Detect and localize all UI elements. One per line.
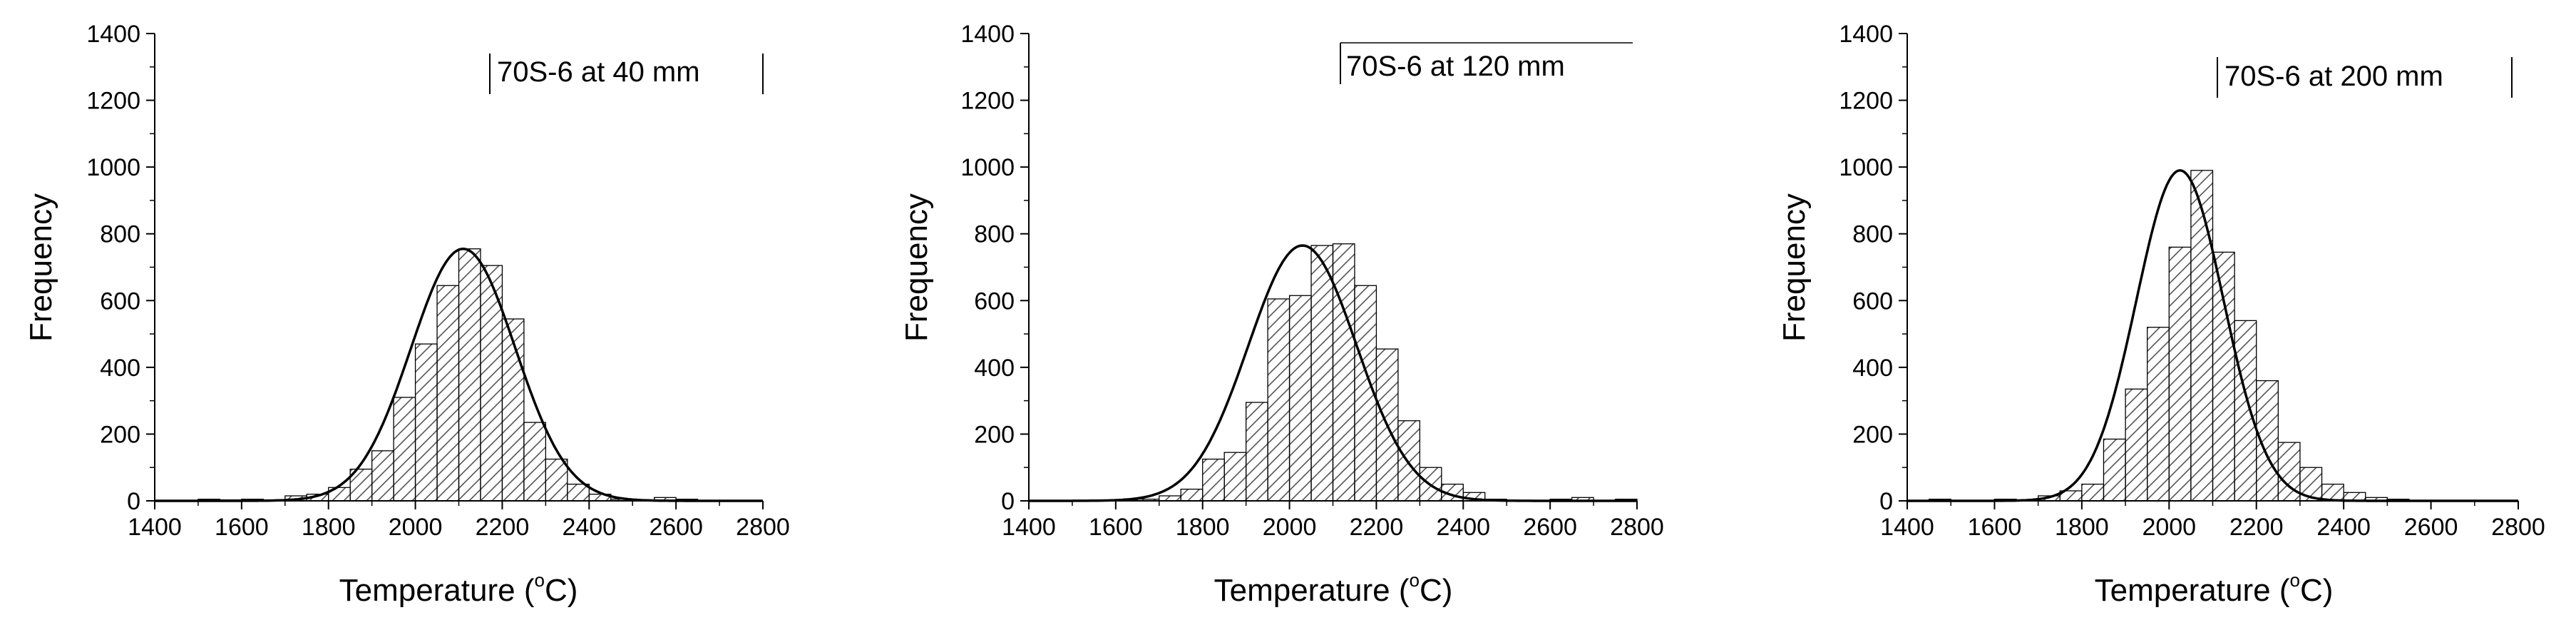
y-tick-label: 1000 [960,154,1015,181]
y-tick-label: 200 [974,421,1015,448]
histogram-bar [2168,246,2192,502]
histogram-bar [1310,245,1334,502]
y-tick-label: 600 [974,288,1015,315]
histogram-bar [436,285,460,502]
x-axis-title: Temperature (oC) [1214,569,1453,608]
x-tick-label: 2600 [649,514,703,541]
histogram-bar [393,397,416,502]
y-axis-title: Frequency [1777,193,1812,342]
y-tick-label: 800 [1852,221,1893,248]
y-tick-label: 600 [100,288,140,315]
y-tick-label: 1000 [1839,154,1893,181]
chart-panel-40mm: 0 200 400 600 800 1000 1200 1400 1400 1600 1800 200… [24,21,790,608]
x-tick-label: 1600 [1968,514,2022,541]
x-tick-label: 2000 [2142,514,2196,541]
x-tick-label: 1400 [128,514,182,541]
x-tick-label: 2200 [1350,514,1404,541]
x-tick-label: 1400 [1002,514,1056,541]
y-tick-label: 800 [974,221,1015,248]
x-tick-label: 1800 [1176,514,1230,541]
y-axis-title: Frequency [24,193,58,342]
histogram-bar [2081,483,2105,502]
x-tick-label: 2600 [2404,514,2458,541]
histogram-bar [1288,295,1312,502]
x-tick-label: 1600 [215,514,269,541]
histogram-bar [501,318,525,502]
histogram-bar [1332,243,1355,502]
y-tick-label: 600 [1852,288,1893,315]
x-axis-title: Temperature (oC) [2095,569,2334,608]
histogram-bar [2234,320,2257,502]
histogram-bar [1223,452,1247,502]
x-tick-label: 2400 [1436,514,1490,541]
histogram-bar [1245,402,1268,502]
x-tick-label: 2800 [736,514,790,541]
x-tick-label: 1800 [2055,514,2109,541]
y-tick-label: 1400 [960,21,1015,48]
y-tick-label: 1000 [86,154,140,181]
x-tick-label: 2600 [1523,514,1577,541]
histogram-bar [523,422,547,502]
chart-panel-200mm: 0 200 400 600 800 1000 1200 1400 1400 1600 1800 200… [1777,21,2545,608]
x-tick-label: 2400 [2316,514,2371,541]
x-tick-label: 1800 [302,514,356,541]
histogram-bar [414,343,438,502]
x-tick-label: 1400 [1880,514,1934,541]
histogram-bars [197,248,699,502]
histogram-bars [1928,170,2410,502]
y-tick-label: 1400 [86,21,140,48]
histogram-bar [1159,495,1181,502]
x-tick-label: 2000 [389,514,443,541]
y-tick-label: 0 [1001,488,1015,515]
histogram-bar [1180,488,1204,502]
legend-label: 70S-6 at 40 mm [497,56,700,88]
x-tick-label: 2400 [562,514,616,541]
x-tick-label: 2800 [1610,514,1664,541]
histogram-bar [1267,298,1290,502]
y-tick-label: 0 [127,488,140,515]
y-tick-label: 1200 [960,88,1015,115]
y-tick-label: 200 [100,421,140,448]
histogram-bar [2212,251,2235,502]
x-axis-title: Temperature (oC) [339,569,578,608]
histogram-bar [2103,438,2126,502]
histogram-bar [1397,420,1421,502]
histogram-bar [371,450,394,502]
y-axis-title: Frequency [899,193,934,342]
x-tick-label: 1600 [1089,514,1143,541]
legend: 70S-6 at 120 mm [1340,42,1633,84]
histogram-bar [1202,458,1225,502]
histogram-bar [545,458,568,502]
y-tick-label: 1200 [1839,88,1893,115]
y-tick-label: 0 [1879,488,1893,515]
histogram-bar [2190,170,2214,502]
axes: 0 200 400 600 800 1000 1200 1400 1400 1600 1800 200… [86,21,789,541]
axes: 0 200 400 600 800 1000 1200 1400 1400 1600 1800 200… [960,21,1663,541]
histogram-bar [458,248,481,502]
y-tick-label: 400 [974,355,1015,382]
histogram-bar [2125,388,2148,502]
y-tick-label: 1200 [86,88,140,115]
y-tick-label: 200 [1852,421,1893,448]
axes: 0 200 400 600 800 1000 1200 1400 1400 1600 1800 200… [1839,21,2545,541]
y-tick-label: 800 [100,221,140,248]
chart-panel-120mm: 0 200 400 600 800 1000 1200 1400 1400 1600 1800 200… [899,21,1664,608]
y-tick-label: 400 [1852,355,1893,382]
x-tick-label: 2200 [476,514,530,541]
x-tick-label: 2200 [2229,514,2284,541]
histogram-bar [567,483,590,502]
legend: 70S-6 at 40 mm [489,54,764,94]
legend-label: 70S-6 at 200 mm [2225,61,2443,92]
x-tick-label: 2800 [2491,514,2545,541]
histogram-bars [1115,243,1638,502]
x-tick-label: 2000 [1263,514,1317,541]
y-tick-label: 400 [100,355,140,382]
y-tick-label: 1400 [1839,21,1893,48]
legend: 70S-6 at 200 mm [2217,57,2513,98]
histogram-bar [2147,327,2170,502]
legend-label: 70S-6 at 120 mm [1346,51,1565,82]
